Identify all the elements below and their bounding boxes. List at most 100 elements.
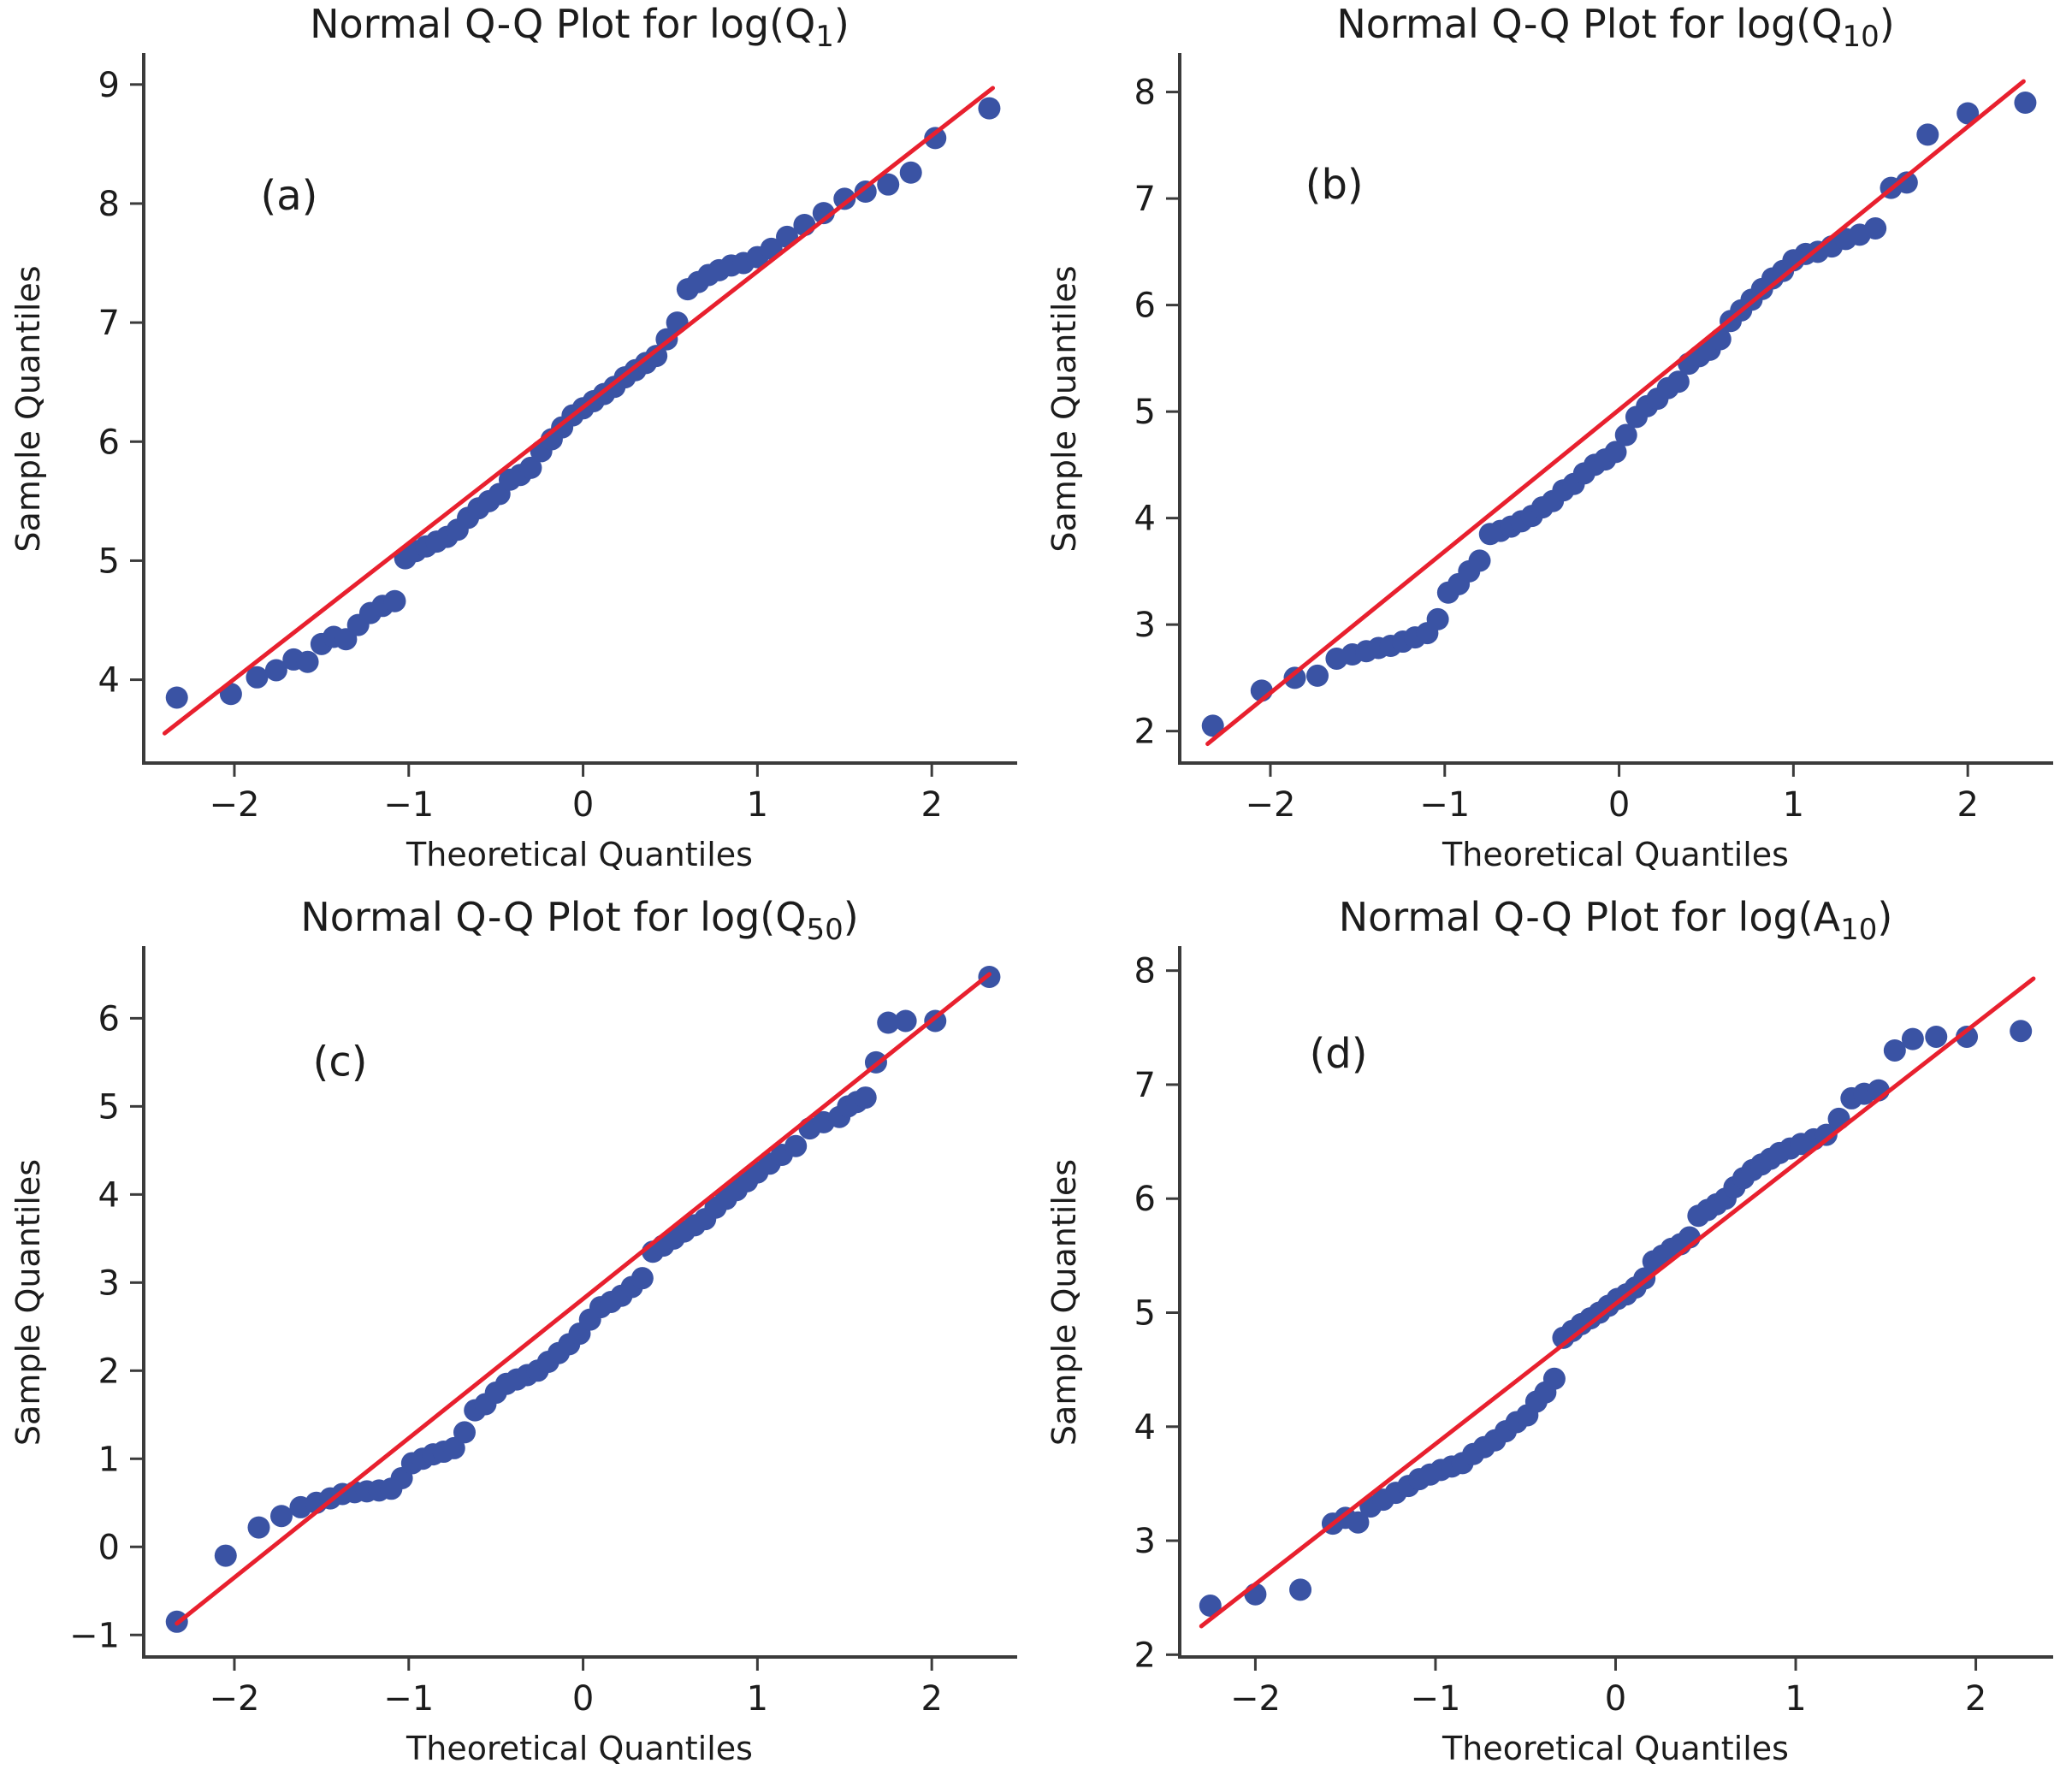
- scatter-points: [1199, 1020, 2033, 1618]
- axes-spines: [142, 53, 1017, 765]
- axis-ticks: [130, 1016, 933, 1671]
- axis-ticks: [1166, 91, 1969, 777]
- panel-label: (a): [261, 172, 318, 220]
- data-point: [1864, 216, 1887, 240]
- x-tick-label: 2: [921, 1679, 942, 1719]
- data-point: [1542, 1367, 1566, 1390]
- data-point: [264, 659, 287, 682]
- tick-labels: −2 −1 0 1 2 4 5 6 7 8 9: [98, 66, 943, 825]
- data-point: [1306, 664, 1329, 687]
- data-point: [1666, 370, 1690, 393]
- data-point: [1814, 1123, 1838, 1146]
- y-tick-label: 6: [1134, 287, 1156, 326]
- panel-label: (d): [1310, 1030, 1368, 1078]
- scatter-points: [1201, 92, 2037, 737]
- data-point: [1199, 1595, 1222, 1618]
- axis-ticks: [130, 83, 933, 777]
- x-tick-label: −2: [1230, 1679, 1281, 1719]
- scatter-points: [165, 97, 1001, 709]
- y-axis-label: Sample Quantiles: [9, 265, 47, 552]
- data-point: [246, 666, 269, 689]
- x-tick-label: 2: [1965, 1679, 1986, 1719]
- x-axis-label: Theoretical Quantiles: [1442, 836, 1789, 873]
- x-tick-label: 0: [572, 785, 594, 825]
- data-point: [877, 1011, 900, 1034]
- plot-title: Normal Q-Q Plot for log(Q10): [1336, 1, 1894, 54]
- data-point: [1925, 1025, 1948, 1048]
- y-tick-label: 8: [98, 185, 120, 224]
- data-point: [1201, 714, 1224, 737]
- y-tick-label: 1: [98, 1440, 120, 1479]
- qq-plot-c: −2 −1 0 1 2 −1 0 1 2 3 4 5 6 Theoretical Quantiles Sam…: [9, 894, 1017, 1767]
- data-point: [1347, 1511, 1370, 1534]
- y-tick-label: 4: [1134, 1408, 1156, 1447]
- tick-labels: −2 −1 0 1 2 2 3 4 5 6 7 8: [1134, 952, 1987, 1719]
- qq-panel-d: −2 −1 0 1 2 2 3 4 5 6 7 8 Theoretical Quantiles Sampl…: [1036, 893, 2072, 1787]
- x-axis-label: Theoretical Quantiles: [406, 836, 753, 873]
- x-tick-label: −1: [1419, 785, 1470, 825]
- y-tick-label: 4: [1134, 500, 1156, 539]
- data-point: [247, 1516, 270, 1539]
- y-tick-label: −1: [69, 1616, 120, 1655]
- y-tick-label: 3: [98, 1263, 120, 1303]
- x-tick-label: 1: [747, 785, 768, 825]
- qq-plot-a: −2 −1 0 1 2 4 5 6 7 8 9 Theoretical Quantiles Sample…: [9, 1, 1017, 873]
- y-tick-label: 8: [1134, 74, 1156, 113]
- x-tick-label: 1: [747, 1679, 768, 1719]
- x-tick-label: 2: [921, 785, 942, 825]
- y-tick-label: 9: [98, 66, 120, 105]
- data-point: [1901, 1027, 1924, 1050]
- y-axis-label: Sample Quantiles: [1045, 1159, 1083, 1446]
- qq-plot-b: −2 −1 0 1 2 2 3 4 5 6 7 8 Theoretical Quantiles Sampl…: [1045, 1, 2053, 873]
- y-axis-label: Sample Quantiles: [9, 1159, 47, 1446]
- data-point: [1916, 123, 1939, 146]
- data-point: [519, 456, 542, 479]
- x-tick-label: 2: [1957, 785, 1978, 825]
- data-point: [924, 127, 947, 150]
- y-tick-label: 3: [1134, 606, 1156, 645]
- x-tick-label: 1: [1785, 1679, 1806, 1719]
- y-tick-label: 2: [1134, 713, 1156, 752]
- data-point: [1883, 1038, 1906, 1062]
- y-tick-label: 0: [98, 1528, 120, 1567]
- data-point: [442, 1436, 465, 1459]
- plot-title: Normal Q-Q Plot for log(Q1): [310, 1, 850, 54]
- x-tick-label: −2: [209, 1679, 259, 1719]
- data-point: [1289, 1578, 1312, 1601]
- data-point: [296, 650, 319, 673]
- x-tick-label: −2: [209, 785, 259, 825]
- y-tick-label: 2: [1134, 1636, 1156, 1675]
- data-point: [1283, 666, 1306, 689]
- y-tick-label: 5: [1134, 1293, 1156, 1333]
- y-tick-label: 6: [98, 999, 120, 1038]
- panel-label: (c): [313, 1038, 368, 1086]
- qq-plot-d: −2 −1 0 1 2 2 3 4 5 6 7 8 Theoretical Quantiles Sampl…: [1045, 894, 2053, 1767]
- y-tick-label: 7: [1134, 1066, 1156, 1105]
- y-tick-label: 5: [98, 1087, 120, 1127]
- data-point: [854, 180, 877, 204]
- y-tick-label: 4: [98, 1175, 120, 1215]
- y-tick-label: 5: [1134, 393, 1156, 432]
- data-point: [1957, 102, 1980, 125]
- x-tick-label: −2: [1245, 785, 1295, 825]
- x-axis-label: Theoretical Quantiles: [406, 1730, 753, 1767]
- data-point: [270, 1505, 293, 1528]
- plot-title: Normal Q-Q Plot for log(A10): [1339, 894, 1893, 947]
- data-point: [214, 1544, 237, 1567]
- x-tick-label: 0: [1605, 1679, 1626, 1719]
- tick-labels: −2 −1 0 1 2 −1 0 1 2 3 4 5 6: [69, 999, 943, 1719]
- y-axis-label: Sample Quantiles: [1045, 265, 1083, 552]
- data-point: [2014, 92, 2037, 115]
- scatter-points: [165, 965, 1001, 1633]
- x-tick-label: 1: [1783, 785, 1804, 825]
- y-tick-label: 5: [98, 541, 120, 581]
- y-tick-label: 6: [98, 423, 120, 462]
- data-point: [645, 345, 668, 368]
- plot-title: Normal Q-Q Plot for log(Q50): [300, 894, 858, 947]
- axes-spines: [142, 946, 1017, 1659]
- data-point: [812, 202, 835, 225]
- reference-line: [1205, 79, 2026, 747]
- y-tick-label: 2: [98, 1352, 120, 1391]
- data-point: [453, 1421, 476, 1444]
